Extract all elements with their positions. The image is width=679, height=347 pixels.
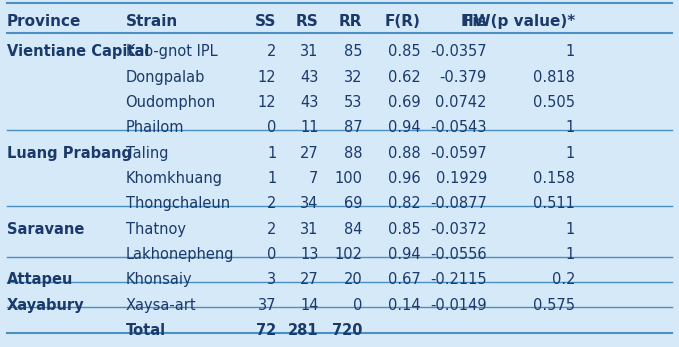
Text: 34: 34 — [300, 196, 318, 211]
Text: -0.2115: -0.2115 — [430, 272, 487, 287]
Text: 0.158: 0.158 — [533, 171, 575, 186]
Text: 0.88: 0.88 — [388, 146, 420, 161]
Text: 27: 27 — [299, 272, 318, 287]
Text: Xayabury: Xayabury — [7, 298, 84, 313]
Text: 20: 20 — [344, 272, 363, 287]
Text: HW(p value)*: HW(p value)* — [461, 14, 575, 29]
Text: 0.818: 0.818 — [533, 70, 575, 85]
Text: Province: Province — [7, 14, 81, 29]
Text: 0.505: 0.505 — [533, 95, 575, 110]
Text: -0.0877: -0.0877 — [430, 196, 487, 211]
Text: 0.511: 0.511 — [533, 196, 575, 211]
Text: 1: 1 — [566, 120, 575, 135]
Text: -0.0372: -0.0372 — [430, 222, 487, 237]
Text: Kao-gnot IPL: Kao-gnot IPL — [126, 44, 217, 59]
Text: 0.14: 0.14 — [388, 298, 420, 313]
Text: Strain: Strain — [126, 14, 178, 29]
Text: 2: 2 — [267, 196, 276, 211]
Text: 720: 720 — [332, 323, 363, 338]
Text: Attapeu: Attapeu — [7, 272, 73, 287]
Text: Oudomphon: Oudomphon — [126, 95, 216, 110]
Text: 72: 72 — [256, 323, 276, 338]
Text: 1: 1 — [566, 44, 575, 59]
Text: Dongpalab: Dongpalab — [126, 70, 205, 85]
Text: 1: 1 — [566, 247, 575, 262]
Text: 87: 87 — [344, 120, 363, 135]
Text: 14: 14 — [300, 298, 318, 313]
Text: Lakhonepheng: Lakhonepheng — [126, 247, 234, 262]
Text: 32: 32 — [344, 70, 363, 85]
Text: 281: 281 — [288, 323, 318, 338]
Text: Khomkhuang: Khomkhuang — [126, 171, 223, 186]
Text: 31: 31 — [300, 44, 318, 59]
Text: 43: 43 — [300, 95, 318, 110]
Text: 0.575: 0.575 — [533, 298, 575, 313]
Text: Xaysa-art: Xaysa-art — [126, 298, 196, 313]
Text: 31: 31 — [300, 222, 318, 237]
Text: 85: 85 — [344, 44, 363, 59]
Text: 2: 2 — [267, 222, 276, 237]
Text: 88: 88 — [344, 146, 363, 161]
Text: 0.96: 0.96 — [388, 171, 420, 186]
Text: 1: 1 — [267, 146, 276, 161]
Text: Khonsaiy: Khonsaiy — [126, 272, 192, 287]
Text: RR: RR — [339, 14, 363, 29]
Text: 0.2: 0.2 — [551, 272, 575, 287]
Text: Thongchaleun: Thongchaleun — [126, 196, 230, 211]
Text: 0.94: 0.94 — [388, 247, 420, 262]
Text: Luang Prabang: Luang Prabang — [7, 146, 132, 161]
Text: Thatnoy: Thatnoy — [126, 222, 185, 237]
Text: 69: 69 — [344, 196, 363, 211]
Text: 3: 3 — [268, 272, 276, 287]
Text: 0: 0 — [353, 298, 363, 313]
Text: Fis: Fis — [462, 14, 487, 29]
Text: SS: SS — [255, 14, 276, 29]
Text: -0.0597: -0.0597 — [430, 146, 487, 161]
Text: 0: 0 — [267, 247, 276, 262]
Text: 43: 43 — [300, 70, 318, 85]
Text: 1: 1 — [566, 222, 575, 237]
Text: -0.0556: -0.0556 — [430, 247, 487, 262]
Text: 12: 12 — [258, 95, 276, 110]
Text: 0.82: 0.82 — [388, 196, 420, 211]
Text: -0.0357: -0.0357 — [430, 44, 487, 59]
Text: 27: 27 — [299, 146, 318, 161]
Text: Saravane: Saravane — [7, 222, 84, 237]
Text: -0.379: -0.379 — [439, 70, 487, 85]
Text: Taling: Taling — [126, 146, 168, 161]
Text: 0.85: 0.85 — [388, 44, 420, 59]
Text: -0.0149: -0.0149 — [430, 298, 487, 313]
Text: -0.0543: -0.0543 — [430, 120, 487, 135]
Text: 84: 84 — [344, 222, 363, 237]
Text: 0.94: 0.94 — [388, 120, 420, 135]
Text: 100: 100 — [335, 171, 363, 186]
Text: 1: 1 — [267, 171, 276, 186]
Text: RS: RS — [295, 14, 318, 29]
Text: 0.0742: 0.0742 — [435, 95, 487, 110]
Text: 37: 37 — [258, 298, 276, 313]
Text: 12: 12 — [258, 70, 276, 85]
Text: 2: 2 — [267, 44, 276, 59]
Text: 0.69: 0.69 — [388, 95, 420, 110]
Text: 0.67: 0.67 — [388, 272, 420, 287]
Text: 7: 7 — [309, 171, 318, 186]
Text: 0: 0 — [267, 120, 276, 135]
Text: F(R): F(R) — [384, 14, 420, 29]
Text: 11: 11 — [300, 120, 318, 135]
Text: 0.1929: 0.1929 — [436, 171, 487, 186]
Text: 13: 13 — [300, 247, 318, 262]
Text: 53: 53 — [344, 95, 363, 110]
Text: 1: 1 — [566, 146, 575, 161]
Text: Phailom: Phailom — [126, 120, 184, 135]
Text: 0.62: 0.62 — [388, 70, 420, 85]
Text: 0.85: 0.85 — [388, 222, 420, 237]
Text: 102: 102 — [335, 247, 363, 262]
Text: Vientiane Capital: Vientiane Capital — [7, 44, 149, 59]
Text: Total: Total — [126, 323, 166, 338]
